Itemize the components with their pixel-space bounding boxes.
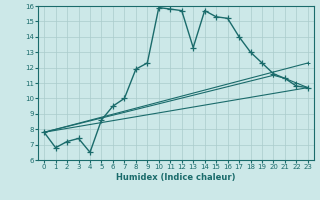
X-axis label: Humidex (Indice chaleur): Humidex (Indice chaleur)	[116, 173, 236, 182]
